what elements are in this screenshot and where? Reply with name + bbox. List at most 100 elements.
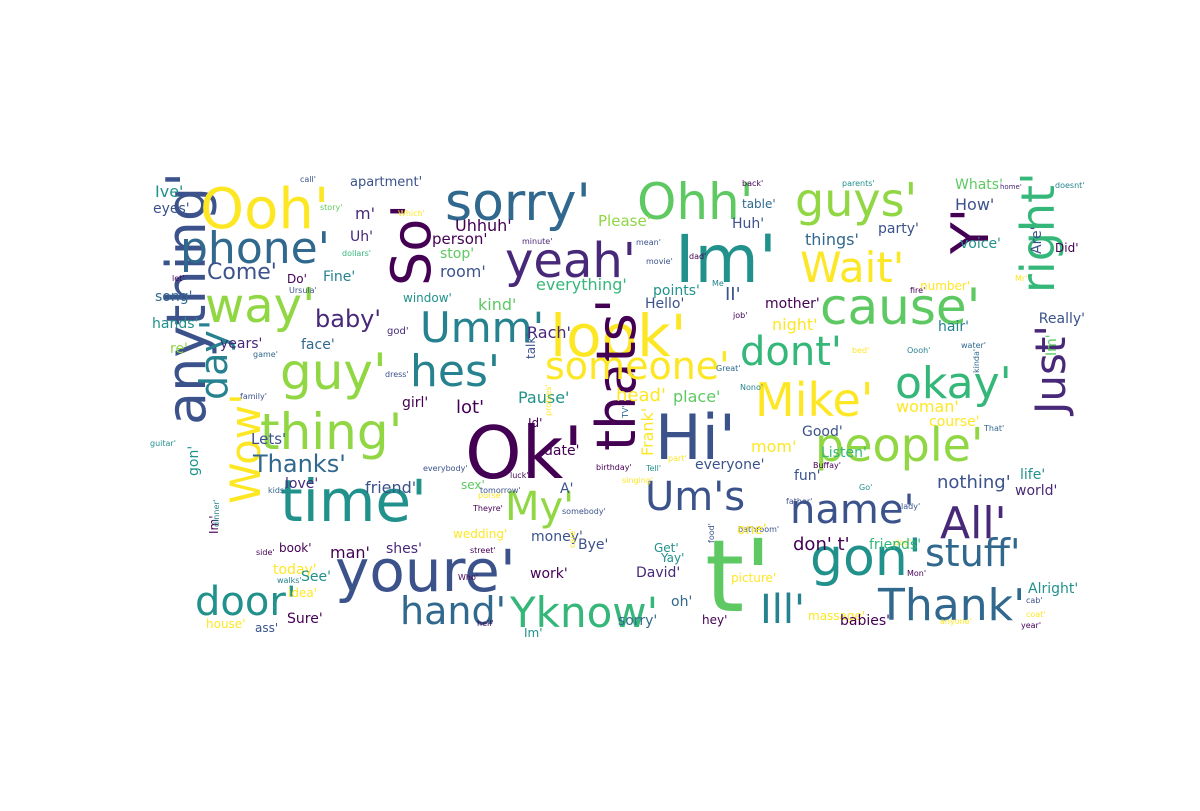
word-hey: hey' xyxy=(702,613,728,627)
word-oooh: Oooh' xyxy=(907,346,931,355)
word-someone: someone' xyxy=(545,344,730,388)
word-probles: probles' xyxy=(544,384,553,416)
word-love: love' xyxy=(285,476,319,492)
word-family: family' xyxy=(240,392,267,401)
word-please: Please' xyxy=(598,212,651,230)
word-girl: girl' xyxy=(402,395,429,411)
word-wedding: wedding' xyxy=(453,527,508,541)
word-which: Which' xyxy=(398,209,425,218)
word-father: father' xyxy=(786,497,813,506)
word-dog: dog' xyxy=(894,538,912,547)
word-street: street' xyxy=(470,546,496,555)
word-id: Id' xyxy=(528,416,543,430)
word-pause: Pause' xyxy=(518,388,570,407)
word-fire: fire' xyxy=(910,286,926,295)
word-day: day' xyxy=(192,319,236,400)
word-world: world' xyxy=(1015,483,1058,499)
word-thanks: Thanks' xyxy=(253,450,346,478)
word-baby: baby' xyxy=(315,305,381,333)
word-im: Im' xyxy=(1044,334,1060,356)
word-guitar: guitar' xyxy=(150,439,176,448)
word-dinner: dinner' xyxy=(212,499,221,527)
word-call: call' xyxy=(300,175,316,184)
word-okay: okay' xyxy=(895,358,1012,409)
word-really: Really' xyxy=(1038,311,1085,327)
word-man: man' xyxy=(330,543,370,562)
word-table: table' xyxy=(742,197,776,211)
word-part: part' xyxy=(668,454,687,463)
word-don-t: don' t' xyxy=(793,534,850,555)
word-singing: singing' xyxy=(622,476,654,485)
word-m: m' xyxy=(355,204,375,223)
word-guy: guy' xyxy=(280,343,387,401)
word-a: A' xyxy=(560,481,574,497)
word-babies: babies' xyxy=(840,613,890,629)
word-how: How' xyxy=(955,195,995,214)
word-side: side' xyxy=(256,548,275,557)
word-doesnt: doesnt' xyxy=(1055,181,1085,190)
word-everyone: everyone' xyxy=(695,457,765,473)
word-lady: lady' xyxy=(901,502,921,511)
word-yknow: Yknow' xyxy=(510,588,659,637)
word-friends: friends' xyxy=(869,537,922,553)
word-talk: talk' xyxy=(524,333,538,359)
word-hes: hes' xyxy=(410,346,500,397)
word-that: That' xyxy=(984,424,1005,433)
word-head: head' xyxy=(616,385,666,406)
word-uh: Uh' xyxy=(350,229,373,245)
word-ursula: Ursula' xyxy=(289,286,317,295)
word-food: food' xyxy=(707,523,716,543)
word-hand: hand' xyxy=(400,589,507,633)
word-dress: dress' xyxy=(385,370,409,379)
word-thing: thing' xyxy=(260,403,403,461)
word-mr: Mr' xyxy=(1015,274,1028,283)
word-mon: Mon' xyxy=(907,569,927,578)
word-massage: massage' xyxy=(808,609,866,623)
word-kind: kind' xyxy=(478,295,517,314)
word-whats: Whats' xyxy=(955,177,1003,193)
word-back: back' xyxy=(742,179,764,188)
word-anyone: anyone' xyxy=(940,617,972,626)
word-cause: cause' xyxy=(820,278,981,336)
word-good: Good' xyxy=(802,424,843,440)
word-dad: dad' xyxy=(689,252,707,261)
word-listen: Listen' xyxy=(821,445,867,461)
word-nothing: nothing' xyxy=(937,472,1011,493)
word-movie: movie' xyxy=(646,257,673,266)
word-sex: sex' xyxy=(461,478,485,492)
word-lets: Lets' xyxy=(251,430,287,448)
word-fine: Fine' xyxy=(323,269,356,285)
word-voice: voice' xyxy=(960,236,1001,252)
word-everybody: everybody' xyxy=(423,464,468,473)
word-sorry: sorry' xyxy=(445,173,591,233)
word-re: re' xyxy=(170,341,188,357)
word-see: See' xyxy=(301,569,331,585)
word-night: night' xyxy=(772,315,818,334)
word-idea: idea' xyxy=(288,586,317,600)
word-years: years' xyxy=(220,336,263,352)
word-are: Are' xyxy=(1029,226,1045,255)
word-cab: cab' xyxy=(1026,596,1043,605)
word-fun: fun' xyxy=(794,468,821,484)
word-get: Get' xyxy=(654,541,679,555)
word-come: Come' xyxy=(207,260,277,285)
word-ill: Ill' xyxy=(760,587,806,633)
word-umm: Umm' xyxy=(420,303,545,352)
word-ok: Ok' xyxy=(465,411,584,495)
word-bye: Bye' xyxy=(578,537,609,553)
word-do: Do' xyxy=(287,272,307,286)
word-door: door' xyxy=(195,579,297,625)
word-place: place' xyxy=(673,387,721,406)
word-stuff: stuff' xyxy=(925,531,1021,575)
word-house: house' xyxy=(206,617,246,631)
word-youre: youre' xyxy=(335,537,516,605)
word-mother: mother' xyxy=(765,296,820,312)
word-my: My' xyxy=(505,484,575,530)
word-bathroom: bathroom' xyxy=(738,525,780,534)
word-number: number' xyxy=(920,279,971,293)
word-book: book' xyxy=(279,541,312,555)
word-hi: Hi' xyxy=(655,401,736,474)
word-im: Im' xyxy=(524,626,543,640)
word-work: work' xyxy=(530,566,568,582)
word-yeah: yeah' xyxy=(505,233,636,289)
